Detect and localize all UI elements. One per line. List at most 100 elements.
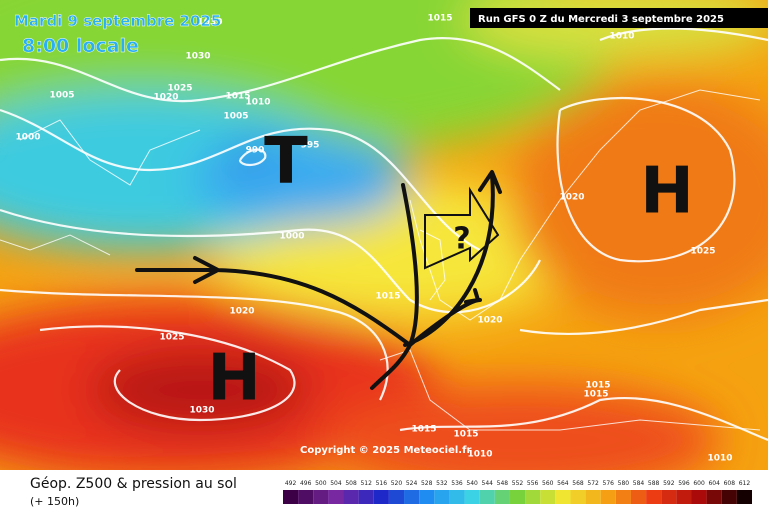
scale-swatch — [525, 490, 541, 504]
scale-swatch — [434, 490, 450, 504]
isobar-label: 1015 — [427, 14, 452, 24]
isobar-label: 990 — [246, 146, 265, 156]
scale-swatch — [298, 490, 314, 504]
question-mark: ? — [453, 222, 470, 257]
high-symbol: H — [640, 155, 694, 229]
isobar-label: 1015 — [225, 92, 250, 102]
scale-swatch — [373, 490, 389, 504]
scale-label: 496 — [300, 480, 312, 487]
scale-label: 568 — [572, 480, 584, 487]
scale-label: 572 — [587, 480, 599, 487]
scale-label: 528 — [421, 480, 433, 487]
isobar-label: 1015 — [585, 381, 610, 391]
scale-label: 512 — [360, 480, 372, 487]
scale-swatch — [328, 490, 344, 504]
valid-date: Mardi 9 septembre 2025 — [14, 12, 221, 30]
scale-label: 500 — [315, 480, 327, 487]
scale-swatch — [615, 490, 631, 504]
scale-swatch — [600, 490, 616, 504]
run-box — [470, 8, 768, 28]
scale-label: 584 — [633, 480, 645, 487]
scale-swatch — [358, 490, 374, 504]
isobar-label: 1015 — [453, 430, 478, 440]
isobar-label: 1020 — [559, 193, 584, 203]
isobar-label: 1025 — [167, 84, 192, 94]
isobar-label: 1010 — [467, 450, 492, 460]
low-symbol: T — [264, 125, 308, 199]
scale-swatch — [555, 490, 571, 504]
scale-label: 560 — [542, 480, 554, 487]
isobar-label: 1025 — [690, 247, 715, 257]
scale-swatch — [706, 490, 722, 504]
scale-swatch — [313, 490, 329, 504]
scale-label: 548 — [497, 480, 509, 487]
scale-label: 536 — [451, 480, 463, 487]
isobar-label: 1005 — [49, 91, 74, 101]
scale-label: 612 — [739, 480, 751, 487]
scale-label: 576 — [603, 480, 615, 487]
lead-time: (+ 150h) — [30, 495, 79, 508]
scale-label: 564 — [557, 480, 569, 487]
scale-swatch — [509, 490, 526, 504]
isobar-label: 1000 — [15, 133, 40, 143]
isobar-label: 1010 — [707, 454, 732, 464]
color-scale: 492 496 500 504 508 512 516 520 524 528 532 536 540 5… — [283, 480, 752, 504]
scale-swatch — [570, 490, 586, 504]
valid-time: 8:00 locale — [22, 35, 139, 57]
isobar-label: 1015 — [583, 390, 608, 400]
scale-swatch — [540, 490, 556, 504]
scale-swatch — [388, 490, 405, 504]
scale-swatch — [494, 490, 510, 504]
isobar-label: 1015 — [411, 425, 436, 435]
scale-label: 556 — [527, 480, 539, 487]
scale-swatch — [449, 490, 465, 504]
isobar-label: 1030 — [185, 52, 210, 62]
scale-label: 516 — [376, 480, 388, 487]
scale-label: 532 — [436, 480, 448, 487]
scale-swatch — [646, 490, 662, 504]
scale-swatch — [721, 490, 737, 504]
scale-label: 600 — [693, 480, 705, 487]
scale-label: 508 — [345, 480, 357, 487]
scale-swatch — [479, 490, 495, 504]
scale-label: 580 — [618, 480, 630, 487]
isobar-label: 1025 — [159, 333, 184, 343]
isobar-label: 1020 — [229, 307, 254, 317]
scale-swatch — [661, 490, 677, 504]
copyright: Copyright © 2025 Meteociel.fr — [300, 445, 471, 456]
scale-swatch — [630, 490, 647, 504]
scale-label: 524 — [406, 480, 418, 487]
isobar-label: 1020 — [153, 93, 178, 103]
isobar-label: 1005 — [223, 112, 248, 122]
scale-label: 520 — [391, 480, 403, 487]
isobar-label: 1020 — [477, 316, 502, 326]
isobar-label: 1015 — [375, 292, 400, 302]
isobar-label: 1030 — [197, 18, 222, 28]
scale-swatch — [736, 490, 752, 504]
scale-swatch — [283, 490, 299, 504]
scale-label: 492 — [285, 480, 297, 487]
isobar-label: 995 — [301, 141, 320, 151]
scale-swatch — [464, 490, 480, 504]
scale-label: 540 — [466, 480, 478, 487]
scale-label: 552 — [512, 480, 524, 487]
scale-label: 504 — [330, 480, 342, 487]
scale-swatch — [585, 490, 601, 504]
scale-swatch — [676, 490, 692, 504]
scale-swatch — [404, 490, 420, 504]
scale-label: 608 — [724, 480, 736, 487]
isobar-label: 1010 — [245, 98, 270, 108]
scale-swatch — [691, 490, 707, 504]
high-symbol: H — [207, 342, 261, 416]
isobar-label: 1000 — [279, 232, 304, 242]
scale-label: 592 — [663, 480, 675, 487]
isobar-label: 1030 — [189, 406, 214, 416]
isobar-label: 1010 — [609, 32, 634, 42]
scale-swatch — [419, 490, 435, 504]
scale-label: 544 — [482, 480, 494, 487]
scale-swatch — [343, 490, 359, 504]
scale-label: 604 — [708, 480, 720, 487]
